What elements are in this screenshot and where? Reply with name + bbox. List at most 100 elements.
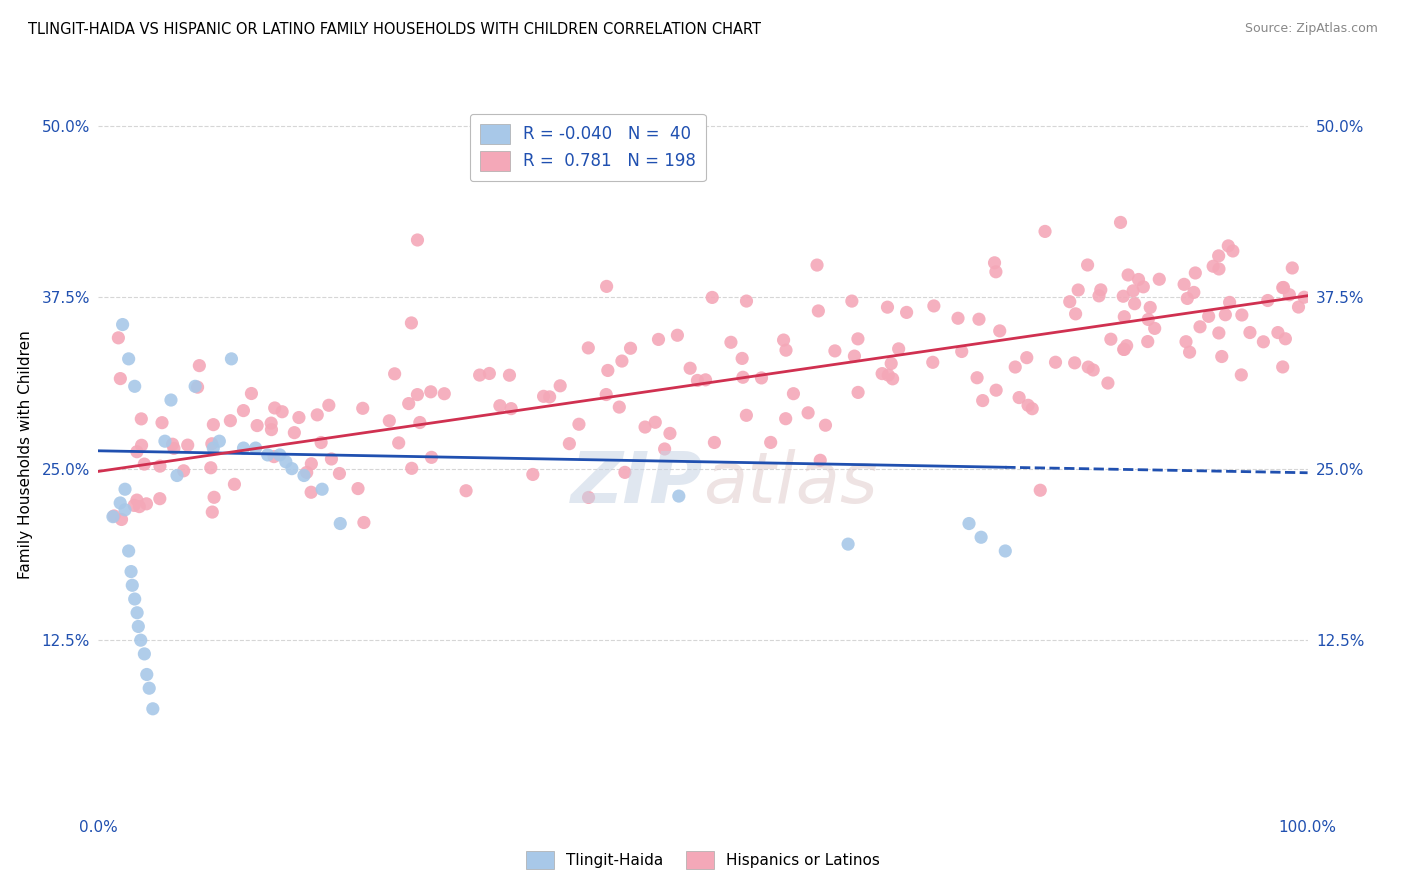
Point [668, 489, 690, 503]
Point [797, 406, 820, 420]
Point [922, 299, 945, 313]
Point [256, 448, 278, 462]
Point [972, 393, 994, 408]
Point [983, 256, 1005, 270]
Point [686, 373, 709, 387]
Point [533, 389, 555, 403]
Text: ZIP: ZIP [571, 449, 703, 518]
Point [328, 467, 350, 481]
Point [988, 324, 1011, 338]
Point [201, 505, 224, 519]
Point [150, 416, 173, 430]
Point [1077, 360, 1099, 375]
Point [120, 565, 142, 579]
Point [1215, 308, 1237, 322]
Point [1015, 351, 1038, 365]
Point [134, 457, 156, 471]
Point [208, 434, 231, 449]
Point [1112, 343, 1135, 357]
Point [274, 455, 297, 469]
Point [1178, 345, 1201, 359]
Point [619, 341, 641, 355]
Point [347, 482, 370, 496]
Point [1281, 260, 1303, 275]
Point [260, 416, 283, 430]
Point [111, 318, 134, 332]
Point [103, 508, 125, 523]
Point [1097, 376, 1119, 390]
Point [188, 359, 211, 373]
Point [647, 333, 669, 347]
Point [1123, 296, 1146, 310]
Point [1136, 334, 1159, 349]
Point [1029, 483, 1052, 498]
Point [887, 342, 910, 356]
Point [246, 418, 269, 433]
Point [401, 316, 423, 330]
Point [658, 426, 681, 441]
Point [1267, 326, 1289, 340]
Point [378, 414, 401, 428]
Point [1122, 284, 1144, 298]
Point [299, 485, 322, 500]
Point [950, 344, 973, 359]
Point [163, 442, 186, 456]
Point [877, 368, 900, 383]
Point [129, 633, 152, 648]
Point [644, 415, 666, 429]
Point [184, 379, 207, 393]
Point [720, 335, 742, 350]
Point [224, 477, 246, 491]
Point [221, 351, 243, 366]
Point [283, 425, 305, 440]
Point [420, 450, 443, 465]
Point [1173, 277, 1195, 292]
Point [1077, 258, 1099, 272]
Point [295, 466, 318, 480]
Point [384, 367, 406, 381]
Point [166, 468, 188, 483]
Text: TLINGIT-HAIDA VS HISPANIC OR LATINO FAMILY HOUSEHOLDS WITH CHILDREN CORRELATION : TLINGIT-HAIDA VS HISPANIC OR LATINO FAMI… [28, 22, 761, 37]
Point [107, 331, 129, 345]
Point [1208, 262, 1230, 277]
Point [702, 290, 724, 304]
Point [984, 383, 1007, 397]
Point [110, 371, 132, 385]
Point [101, 509, 124, 524]
Point [177, 438, 200, 452]
Point [880, 357, 903, 371]
Point [1271, 280, 1294, 294]
Point [149, 491, 172, 506]
Point [522, 467, 544, 482]
Point [984, 265, 1007, 279]
Legend: R = -0.040   N =  40, R =  0.781   N = 198: R = -0.040 N = 40, R = 0.781 N = 198 [470, 113, 706, 181]
Point [731, 370, 754, 384]
Point [837, 537, 859, 551]
Point [108, 496, 131, 510]
Point [775, 343, 797, 358]
Point [782, 386, 804, 401]
Point [318, 398, 340, 412]
Point [307, 408, 329, 422]
Point [735, 409, 758, 423]
Point [124, 592, 146, 607]
Point [1208, 326, 1230, 340]
Point [406, 233, 429, 247]
Point [125, 444, 148, 458]
Point [607, 400, 630, 414]
Point [478, 367, 501, 381]
Point [118, 544, 141, 558]
Point [1294, 290, 1316, 304]
Point [1175, 292, 1198, 306]
Point [142, 702, 165, 716]
Point [1137, 312, 1160, 326]
Point [1139, 301, 1161, 315]
Point [870, 367, 893, 381]
Point [1115, 339, 1137, 353]
Point [772, 333, 794, 347]
Point [1114, 310, 1136, 324]
Point [187, 380, 209, 394]
Point [1088, 289, 1111, 303]
Point [162, 437, 184, 451]
Point [1132, 280, 1154, 294]
